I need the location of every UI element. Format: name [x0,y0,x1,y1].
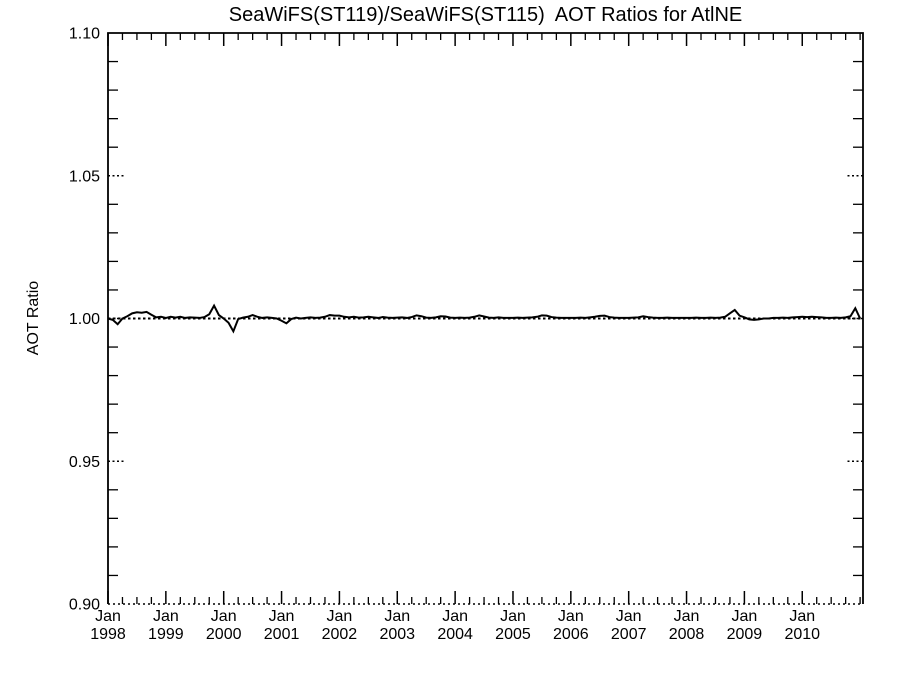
x-tick-label-month: Jan [153,608,179,625]
x-tick-label-month: Jan [732,608,758,625]
x-tick-label-month: Jan [500,608,526,625]
x-tick-label-year: 2005 [495,626,531,643]
x-tick-label-month: Jan [558,608,584,625]
x-tick-label-year: 2004 [437,626,473,643]
chart-title: SeaWiFS(ST119)/SeaWiFS(ST115) AOT Ratios… [228,4,743,26]
x-tick-label-year: 2008 [669,626,705,643]
y-tick-label: 0.90 [69,597,100,614]
x-tick-label-month: Jan [211,608,237,625]
x-tick-label-year: 2007 [611,626,647,643]
x-tick-label-month: Jan [384,608,410,625]
x-tick-label-month: Jan [269,608,295,625]
data-series-line [107,303,862,334]
x-tick-label-year: 1999 [148,626,184,643]
x-tick-label-month: Jan [327,608,353,625]
x-tick-label-month: Jan [95,608,121,625]
y-tick-label: 0.95 [69,454,100,471]
x-tick-label-year: 2003 [379,626,415,643]
x-tick-label-month: Jan [674,608,700,625]
x-tick-label-year: 1998 [90,626,126,643]
x-tick-label-year: 2006 [553,626,589,643]
x-tick-label-year: 2002 [322,626,358,643]
x-tick-label-month: Jan [789,608,815,625]
y-tick-label: 1.10 [69,26,100,43]
y-tick-label: 1.00 [69,311,100,328]
x-tick-label-year: 2000 [206,626,242,643]
x-tick-label-year: 2010 [784,626,820,643]
x-tick-label-year: 2001 [264,626,300,643]
y-tick-label: 1.05 [69,168,100,185]
x-tick-label-month: Jan [442,608,468,625]
x-tick-label-year: 2009 [727,626,763,643]
x-tick-label-month: Jan [616,608,642,625]
